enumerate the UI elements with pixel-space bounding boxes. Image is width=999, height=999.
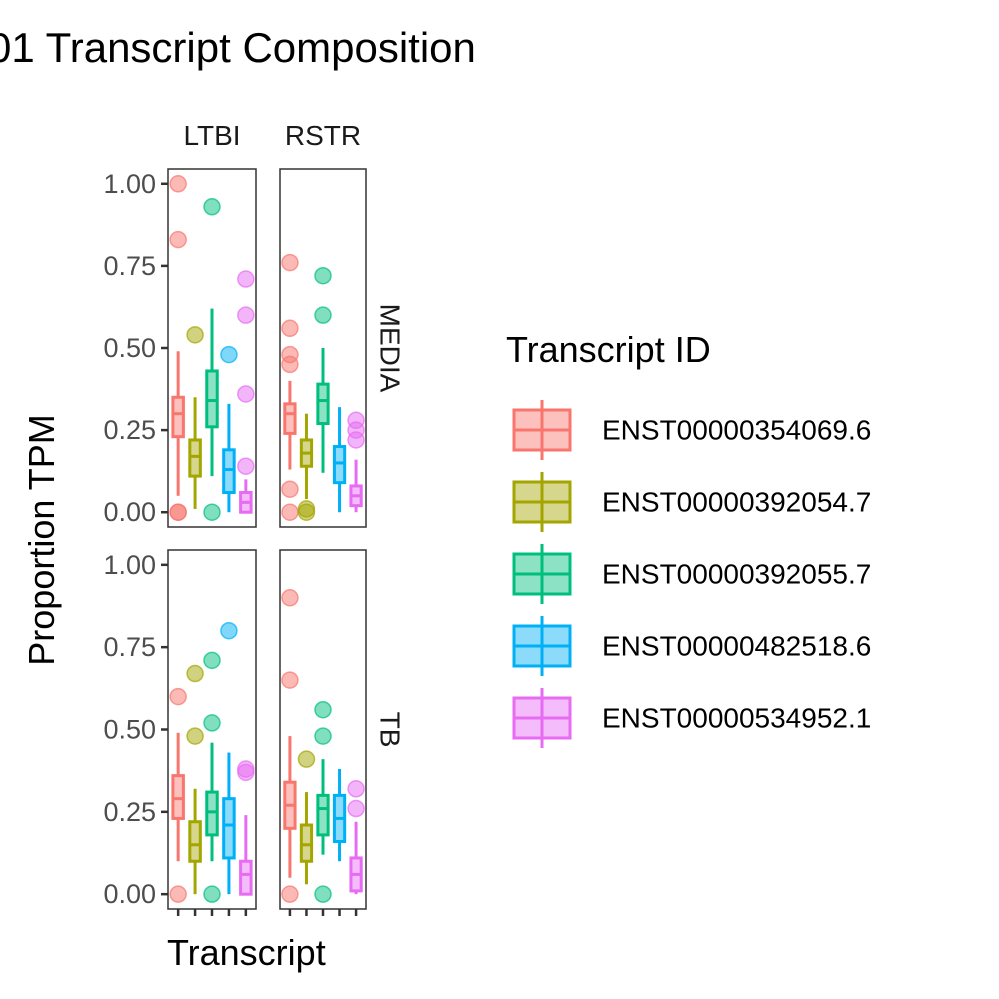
outlier-point [281,589,299,607]
panel-rstr-tb [279,549,367,916]
outlier-point [314,266,332,285]
legend-item: ENST00000482518.6 [512,616,871,676]
outlier-point [169,503,187,521]
y-tick-label: 0.50 [103,715,156,745]
box [299,823,314,863]
strip-label-tb: TB [375,712,406,748]
y-tick-label: 0.00 [103,497,156,527]
outlier-point [203,714,221,732]
outlier-point [297,503,316,521]
box [205,369,219,429]
legend-label: ENST00000534952.1 [602,703,871,734]
outlier-point [203,503,221,521]
legend-label: ENST00000354069.6 [602,415,871,446]
outlier-point [281,355,299,374]
outlier-point [314,727,332,745]
outlier-point [281,671,299,689]
x-axis-title: Transcript [167,932,326,973]
outlier-point [347,799,365,818]
box [316,382,330,426]
outlier-point [186,727,204,745]
box [239,859,253,896]
box [283,402,297,435]
outlier-point [186,664,204,683]
outlier-point [281,885,299,903]
box [188,820,202,863]
legend-item: ENST00000392055.7 [512,544,871,604]
outlier-point [281,319,299,338]
outlier-point [237,385,255,403]
legend-item: ENST00000534952.1 [512,688,871,748]
outlier-point [347,780,365,798]
outlier-point [237,270,255,288]
y-tick-label: 0.00 [103,879,156,909]
outlier-point [237,306,255,324]
strip-label-rstr: RSTR [285,120,361,151]
outlier-point [297,750,316,768]
legend-label: ENST00000392054.7 [602,487,871,518]
outlier-point [314,306,332,324]
outlier-point [237,457,255,475]
strip-label-ltbi: LTBI [183,120,240,151]
box [222,448,236,495]
legend: Transcript ID ENST00000354069.6 ENST00000… [506,329,871,748]
box [171,774,185,820]
outlier-point [169,687,187,706]
outlier-point [169,175,187,193]
legend-item: ENST00000392054.7 [512,472,871,532]
outlier-point [220,621,238,640]
legend-label: ENST00000392055.7 [602,559,871,590]
outlier-point [220,345,238,364]
outlier-point [186,326,204,344]
chart-title: 01 Transcript Composition [0,24,476,71]
facet-panels: LTBI RSTR MEDIA TB 0.00 0.25 0.50 0.75 1.00 0.00 0… [103,120,406,916]
outlier-point [203,651,221,670]
box [316,793,330,837]
outlier-point [314,885,332,903]
legend-title: Transcript ID [506,329,711,370]
box [188,438,202,478]
panel-rstr-media [279,168,367,528]
y-tick-label: 1.00 [103,169,156,199]
panel-ltbi-media [167,168,257,528]
y-tick-label: 0.50 [103,333,156,363]
outlier-point [169,230,187,249]
outlier-point [203,198,221,216]
outlier-point [281,503,299,521]
y-axis-title: Proportion TPM [21,414,62,665]
box [332,445,347,485]
outlier-point [314,700,332,719]
legend-item: ENST00000354069.6 [512,400,871,460]
outlier-point [347,431,365,449]
y-tick-label: 1.00 [103,550,156,580]
outlier-point [169,885,187,903]
outlier-point [281,253,299,272]
y-tick-label: 0.75 [103,632,156,662]
y-tick-label: 0.25 [103,797,156,827]
y-tick-label: 0.25 [103,415,156,445]
outlier-point [203,885,221,903]
box [205,790,219,837]
box [222,797,236,860]
panel-ltbi-tb [167,549,257,916]
outlier-point [281,480,299,498]
strip-label-media: MEDIA [375,304,406,393]
box [171,395,185,439]
y-tick-label: 0.75 [103,251,156,281]
outlier-point [237,763,255,782]
legend-label: ENST00000482518.6 [602,631,871,662]
